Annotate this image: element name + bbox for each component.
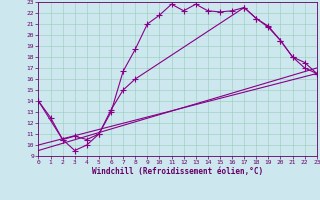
X-axis label: Windchill (Refroidissement éolien,°C): Windchill (Refroidissement éolien,°C) — [92, 167, 263, 176]
